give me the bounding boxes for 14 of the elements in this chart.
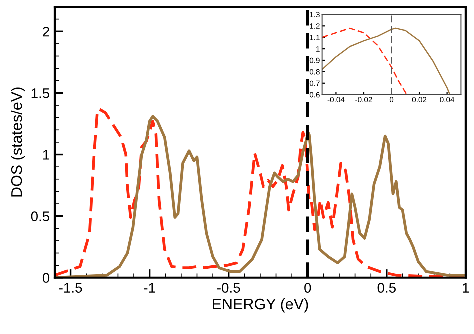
x-tick-label: -1.5 [59, 283, 82, 293]
y-tick-label: 0.5 [31, 212, 50, 222]
x-axis-title: ENERGY (eV) [213, 298, 308, 313]
line-series [322, 28, 408, 95]
y-axis-title: DOS (states/eV) [11, 88, 26, 197]
x-tick-label: -1 [144, 283, 156, 293]
y-tick-label: 1 [43, 150, 50, 160]
y-tick-label: 0 [42, 273, 50, 284]
x-tick-label: -0.5 [218, 283, 240, 293]
y-tick-label: 1.5 [32, 88, 50, 98]
x-tick-label: 0.5 [378, 283, 396, 293]
y-tick-label: 2 [43, 26, 50, 37]
x-tick-label: 1 [463, 283, 470, 293]
line-series [322, 28, 451, 95]
